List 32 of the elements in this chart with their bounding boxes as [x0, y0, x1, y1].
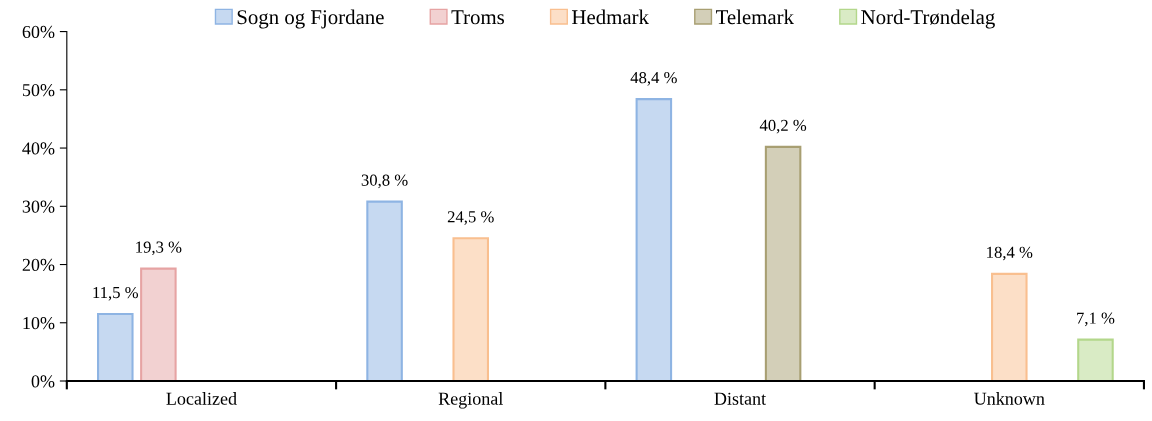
- data-label: 40,2 %: [759, 119, 807, 134]
- bar: [140, 267, 177, 382]
- data-label: 11,5 %: [93, 286, 139, 301]
- bar: [635, 98, 673, 382]
- y-tick-label: 0%: [31, 375, 55, 388]
- bar: [452, 237, 490, 382]
- bar: [366, 200, 403, 382]
- data-label: 7,1 %: [1077, 312, 1115, 327]
- y-tick-label: 20%: [22, 258, 55, 272]
- data-label: 24,5 %: [447, 211, 494, 225]
- y-tick-label: 60%: [22, 25, 55, 39]
- data-label: 19,3 %: [136, 241, 182, 256]
- bar: [97, 312, 134, 382]
- data-label: 48,4 %: [630, 72, 677, 86]
- y-tick-label: 10%: [23, 317, 55, 330]
- data-label: 18,4 %: [987, 246, 1033, 261]
- x-tick-label: Unknown: [974, 392, 1045, 405]
- legend-label: Troms: [451, 10, 505, 25]
- x-tick-label: Regional: [438, 392, 503, 409]
- data-label: 30,8 %: [361, 174, 408, 189]
- legend-label: Telemark: [716, 9, 794, 25]
- legend-label: Sogn og Fjordane: [237, 9, 384, 29]
- bar: [991, 272, 1028, 382]
- legend-label: Nord-Trøndelag: [861, 9, 995, 29]
- bar: [1077, 338, 1114, 382]
- legend-label: Hedmark: [572, 9, 649, 25]
- x-tick-label: Localized: [166, 392, 237, 405]
- y-tick-label: 30%: [22, 200, 55, 213]
- x-tick-label: Distant: [714, 392, 766, 405]
- bar: [764, 145, 802, 382]
- y-tick-label: 40%: [22, 142, 55, 155]
- y-tick-label: 50%: [22, 84, 55, 97]
